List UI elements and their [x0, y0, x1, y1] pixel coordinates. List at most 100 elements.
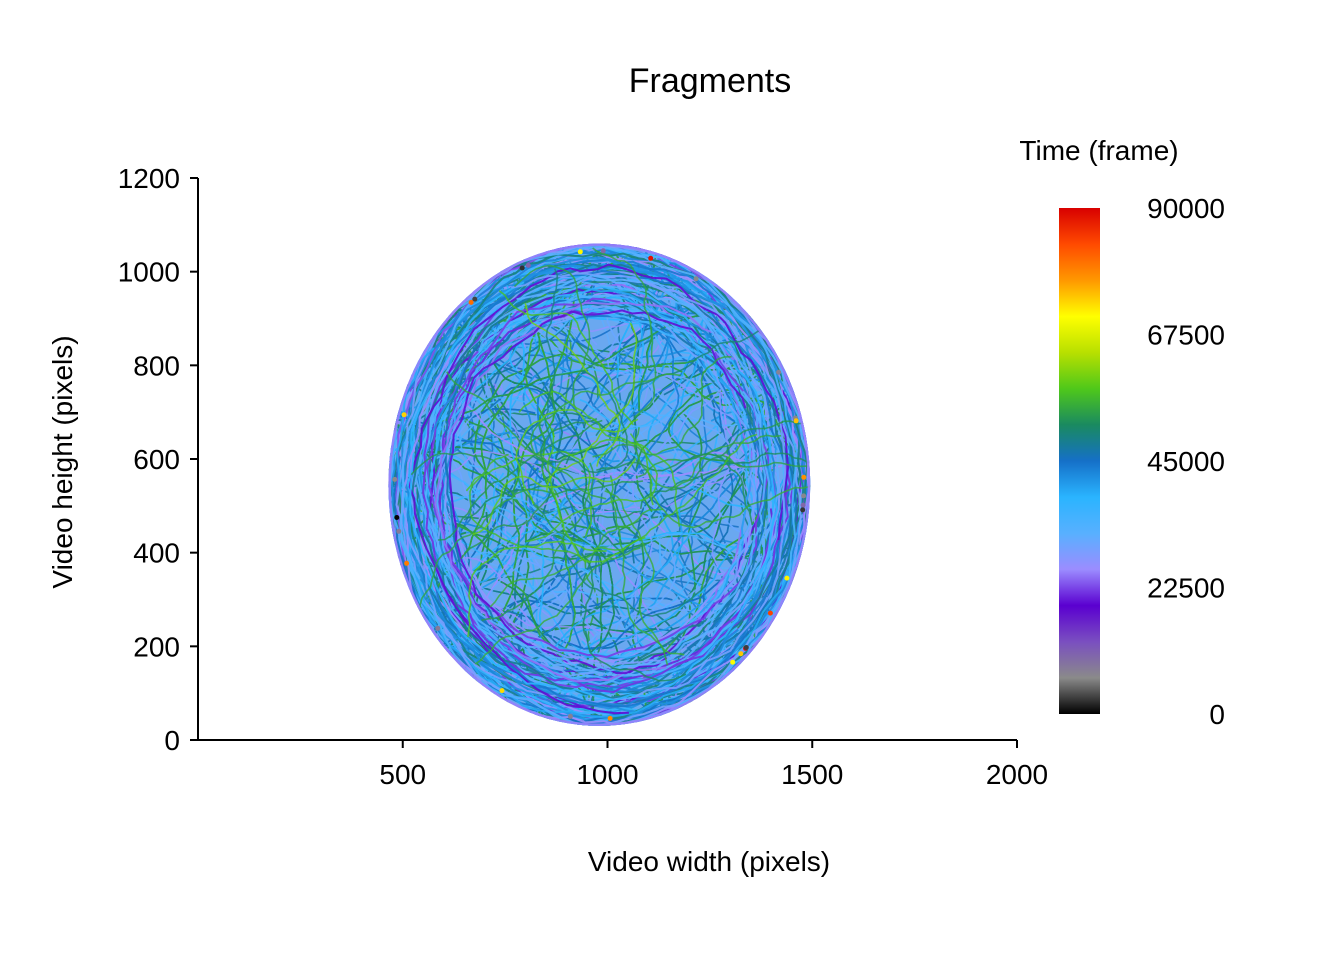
y-ticks: 0 200 400 600 800 1000 1200	[118, 163, 198, 756]
trajectory-point	[468, 299, 474, 305]
trajectory-segment	[467, 540, 607, 638]
trajectory-point	[743, 645, 749, 650]
trajectory-segment	[422, 312, 791, 694]
trajectory-point	[525, 262, 531, 268]
trajectory-segment	[489, 508, 664, 608]
colorbar-tick-label: 67500	[1147, 320, 1225, 351]
trajectory-segment	[532, 370, 629, 474]
trajectory-group	[388, 243, 811, 726]
trajectory-point	[730, 659, 736, 665]
trajectory-segment	[546, 322, 638, 493]
trajectory-segment	[592, 247, 657, 418]
colorbar-tick-label: 90000	[1147, 193, 1225, 224]
trajectory-segment	[472, 458, 637, 535]
trajectory-segment	[395, 347, 799, 718]
trajectory-segment	[580, 552, 687, 682]
y-tick-label: 1200	[118, 163, 180, 194]
trajectory-segment	[539, 417, 641, 519]
colorbar-tick-label: 45000	[1147, 446, 1225, 477]
trajectory-point	[793, 418, 799, 424]
trajectory-point	[392, 476, 398, 482]
trajectory-point	[738, 651, 744, 657]
trajectory-point	[767, 610, 773, 616]
trajectory-segment	[481, 462, 595, 621]
trajectory-segment	[544, 268, 576, 461]
y-tick-label: 1000	[118, 257, 180, 288]
trajectory-point	[472, 296, 478, 302]
y-axis-label: Video height (pixels)	[47, 335, 78, 588]
colorbar-tick-label: 22500	[1147, 573, 1225, 604]
trajectory-point	[519, 265, 525, 271]
trajectory-segment	[448, 309, 747, 675]
trajectory-segment	[433, 297, 769, 659]
trajectory-segment	[511, 272, 787, 698]
trajectory-point	[435, 625, 441, 631]
colorbar-legend: Time (frame) 0 22500 45000 67500 90000	[1019, 135, 1225, 730]
trajectory-segment	[460, 274, 771, 672]
y-tick-label: 200	[133, 631, 180, 662]
trajectory-segment	[609, 475, 669, 666]
trajectory-segment	[639, 452, 811, 510]
trajectory-segment	[409, 281, 778, 702]
trajectory-segment	[469, 453, 587, 564]
trajectory-segment	[604, 490, 685, 656]
y-tick-label: 400	[133, 538, 180, 569]
trajectory-point	[693, 276, 699, 282]
x-tick-label: 1000	[576, 759, 638, 790]
trajectory-segment	[437, 419, 603, 541]
trajectory-segment	[594, 433, 758, 551]
trajectory-segment	[474, 547, 641, 665]
x-tick-label: 2000	[986, 759, 1048, 790]
trajectory-segment	[559, 540, 715, 617]
trajectory-segment	[633, 427, 782, 489]
trajectory-point	[800, 507, 806, 513]
trajectory-segment	[462, 327, 615, 719]
trajectory-segment	[433, 451, 769, 661]
x-axis-label: Video width (pixels)	[588, 846, 830, 877]
trajectory-segment	[647, 473, 811, 529]
trajectory-point	[404, 560, 410, 566]
trajectory-segment	[460, 480, 644, 560]
y-tick-label: 0	[164, 725, 180, 756]
trajectory-segment	[422, 281, 767, 686]
trajectory-layer	[388, 243, 811, 726]
trajectory-point	[776, 369, 782, 375]
x-tick-label: 500	[379, 759, 426, 790]
axes: 500 1000 1500 2000 0 200 400 600 800 1000 1200	[118, 163, 1048, 790]
trajectory-point	[784, 575, 790, 581]
colorbar-tick-label: 0	[1209, 699, 1225, 730]
trajectory-segment	[403, 432, 736, 677]
trajectory-segment	[498, 290, 635, 426]
trajectory-segment	[404, 424, 802, 726]
trajectory-segment	[592, 356, 732, 458]
trajectory-point	[567, 713, 573, 719]
trajectory-segment	[670, 392, 811, 491]
trajectory-segment	[417, 488, 557, 619]
trajectory-segment	[513, 264, 591, 412]
trajectory-point	[577, 249, 583, 255]
y-tick-label: 800	[133, 350, 180, 381]
trajectory-point	[648, 255, 654, 261]
trajectory-point	[801, 493, 807, 499]
trajectory-segment	[408, 263, 790, 715]
colorbar-ticks: 0 22500 45000 67500 90000	[1147, 193, 1225, 730]
arena-edge	[388, 243, 811, 726]
colorbar	[1059, 208, 1100, 714]
y-tick-label: 600	[133, 444, 180, 475]
trajectory-segment	[596, 453, 754, 526]
x-ticks: 500 1000 1500 2000	[379, 740, 1048, 790]
trajectory-point	[401, 412, 407, 418]
trajectory-point	[800, 502, 806, 508]
trajectory-segment	[525, 433, 659, 543]
trajectory-segment	[515, 409, 639, 505]
trajectory-point	[499, 688, 505, 694]
x-tick-label: 1500	[781, 759, 843, 790]
trajectory-point	[801, 474, 807, 480]
trajectory-point	[396, 528, 402, 534]
trajectory-point	[600, 248, 606, 254]
trajectory-point	[394, 515, 400, 520]
trajectory-segment	[410, 452, 576, 543]
trajectory-segment	[530, 373, 681, 464]
